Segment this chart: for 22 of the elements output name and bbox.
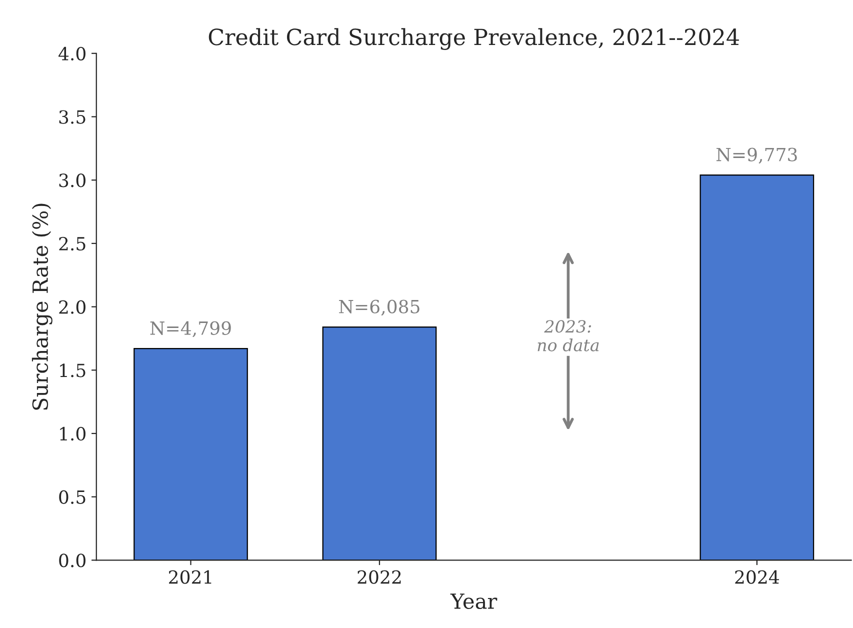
x-axis-title: Year [450, 594, 498, 610]
y-tick-label: 1.0 [60, 426, 86, 441]
x-tick-label: 2021 [169, 570, 212, 584]
annotation: N=4,799 [150, 321, 231, 338]
bar [322, 326, 437, 560]
y-tick-label: 2.5 [59, 236, 86, 251]
annotation: N=9,773 [716, 148, 797, 164]
x-tick-label: 2024 [735, 570, 779, 584]
bar [700, 174, 814, 560]
bar [134, 348, 248, 560]
y-tick-label: 0.5 [59, 490, 86, 504]
x-tick-label: 2022 [358, 570, 401, 584]
y-tick-label: 1.5 [60, 364, 86, 378]
y-tick-label: 4.0 [58, 46, 86, 60]
y-tick-label: 2.0 [59, 300, 86, 314]
y-tick-label: 3.5 [59, 110, 86, 124]
annotation: N=6,085 [339, 300, 420, 316]
y-tick-label: 0.0 [59, 554, 86, 568]
y-axis-title: Surcharge Rate (%) [32, 204, 52, 410]
chart-title: Credit Card Surcharge Prevalence, 2021--2024 [208, 28, 739, 50]
y-tick-label: 3.0 [59, 174, 86, 188]
annotation: 2023: no data [538, 320, 599, 352]
